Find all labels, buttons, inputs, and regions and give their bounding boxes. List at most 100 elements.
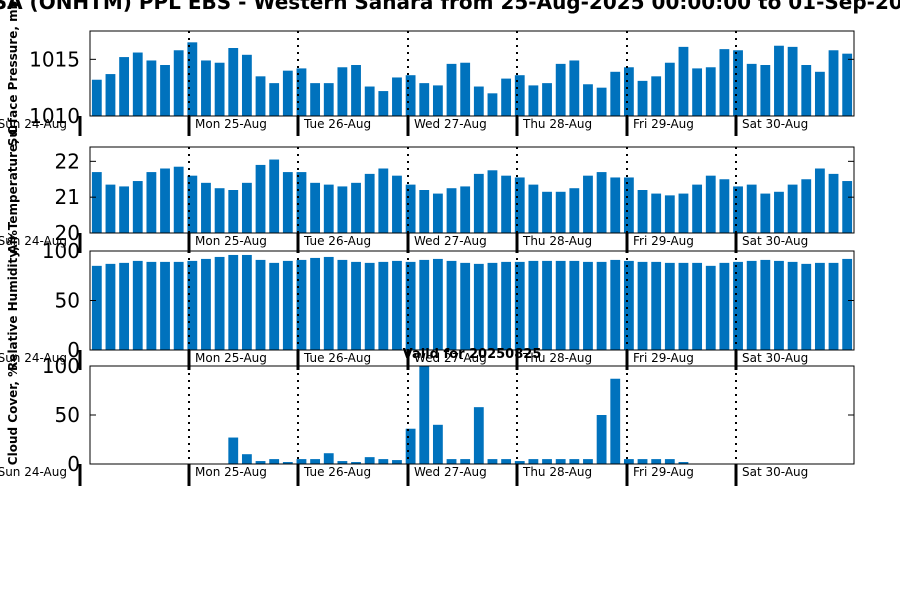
cloud-cover-bar bbox=[296, 459, 307, 464]
temperature-day-label: Sat 30-Aug bbox=[742, 234, 808, 248]
humidity-bar bbox=[351, 261, 361, 350]
cloud-cover-bar bbox=[269, 459, 280, 464]
pressure-day-label: Wed 27-Aug bbox=[414, 117, 487, 131]
humidity-bar bbox=[719, 262, 730, 350]
pressure-bar bbox=[310, 83, 321, 116]
temperature-bar bbox=[132, 181, 143, 233]
pressure-bar bbox=[378, 91, 389, 116]
pressure-day-label: Sun 24-Aug bbox=[0, 117, 67, 131]
cloud-cover-bar bbox=[405, 428, 416, 464]
temperature-bar bbox=[160, 168, 170, 233]
cloud-cover-ytick-label: 50 bbox=[55, 403, 80, 427]
temperature-bar bbox=[583, 175, 593, 233]
temperature-bar bbox=[501, 175, 512, 233]
pressure-bar bbox=[623, 67, 634, 116]
humidity-bar bbox=[132, 260, 143, 350]
temperature-bar bbox=[378, 168, 389, 233]
cloud-cover-bar bbox=[228, 437, 239, 464]
pressure-bar bbox=[201, 60, 211, 116]
temperature-bar bbox=[473, 173, 484, 233]
cloud-cover-day-label: Wed 27-Aug bbox=[414, 465, 487, 479]
temperature-bar bbox=[651, 193, 662, 233]
pressure-bar bbox=[596, 87, 607, 116]
cloud-cover-bar bbox=[473, 407, 484, 464]
temperature-bar bbox=[801, 179, 812, 233]
temperature-bar bbox=[528, 184, 539, 233]
temperature-bar bbox=[405, 184, 416, 233]
pressure-bar bbox=[501, 78, 512, 116]
temperature-bar bbox=[487, 170, 498, 233]
pressure-bar bbox=[337, 67, 348, 116]
humidity-day-label: Fri 29-Aug bbox=[633, 351, 694, 365]
temperature-bar bbox=[555, 191, 566, 233]
humidity-bar bbox=[214, 256, 225, 350]
cloud-cover-bar bbox=[514, 461, 525, 464]
temperature-bar bbox=[323, 184, 334, 233]
humidity-bar bbox=[569, 260, 580, 350]
humidity-bar bbox=[664, 262, 675, 350]
cloud-cover-bar bbox=[501, 459, 512, 464]
temperature-bar bbox=[119, 186, 130, 233]
humidity-bar bbox=[160, 261, 170, 350]
cloud-cover-bar bbox=[241, 454, 252, 464]
humidity-bar bbox=[610, 259, 621, 350]
humidity-bar bbox=[337, 259, 348, 350]
pressure-bar bbox=[746, 63, 757, 116]
temperature-ytick-label: 20 bbox=[55, 221, 80, 245]
pressure-bar bbox=[364, 86, 375, 116]
humidity-bar bbox=[187, 260, 198, 350]
cloud-cover-bar bbox=[432, 424, 443, 464]
humidity-bar bbox=[501, 261, 512, 350]
temperature-ytick-label: 22 bbox=[55, 149, 80, 173]
humidity-day-label: Thu 28-Aug bbox=[522, 351, 592, 365]
humidity-bar bbox=[692, 262, 703, 350]
pressure-bar bbox=[801, 65, 812, 116]
cloud-cover-bar bbox=[623, 459, 634, 464]
humidity-bar bbox=[269, 262, 280, 350]
temperature-bar bbox=[173, 166, 184, 233]
pressure-bar bbox=[678, 46, 689, 117]
pressure-axis-label: Surface Pressure, mb bbox=[6, 0, 20, 146]
humidity-bar bbox=[405, 261, 416, 350]
temperature-bar bbox=[364, 173, 375, 233]
temperature-bar bbox=[337, 186, 348, 233]
temperature-bar bbox=[296, 172, 307, 233]
humidity-bar bbox=[733, 261, 743, 350]
humidity-bar bbox=[596, 261, 607, 350]
cloud-cover-bar bbox=[528, 459, 539, 464]
humidity-bar bbox=[446, 260, 457, 350]
pressure-bar bbox=[760, 65, 771, 116]
humidity-day-label: Sun 24-Aug bbox=[0, 351, 67, 365]
cloud-cover-bar bbox=[419, 366, 430, 464]
humidity-day-label: Sat 30-Aug bbox=[742, 351, 808, 365]
temperature-bar bbox=[637, 190, 648, 233]
temperature-axis-label: Air Temperature, C bbox=[6, 126, 20, 254]
humidity-bar bbox=[432, 258, 443, 350]
pressure-bar bbox=[296, 68, 307, 116]
temperature-bar bbox=[187, 175, 198, 233]
pressure-bar bbox=[705, 67, 716, 116]
pressure-day-label: Fri 29-Aug bbox=[633, 117, 694, 131]
pressure-bar bbox=[555, 63, 566, 116]
pressure-bar bbox=[774, 45, 784, 117]
temperature-bar bbox=[201, 182, 211, 233]
pressure-bar bbox=[269, 83, 280, 116]
pressure-bar bbox=[105, 74, 116, 116]
temperature-bar bbox=[214, 188, 225, 233]
humidity-bar bbox=[842, 258, 853, 350]
temperature-bar bbox=[146, 172, 157, 233]
pressure-bar bbox=[119, 57, 130, 116]
temperature-bar bbox=[310, 182, 321, 233]
temperature-bar bbox=[419, 190, 430, 233]
cloud-cover-bar bbox=[255, 461, 266, 464]
temperature-bar bbox=[692, 184, 703, 233]
humidity-bar bbox=[787, 261, 798, 350]
temperature-bar bbox=[623, 177, 634, 233]
pressure-bar bbox=[146, 60, 157, 116]
temperature-bar bbox=[733, 186, 743, 233]
cloud-cover-day-label: Thu 28-Aug bbox=[522, 465, 592, 479]
pressure-bar bbox=[719, 49, 730, 116]
cloud-cover-day-label: Fri 29-Aug bbox=[633, 465, 694, 479]
temperature-bar bbox=[269, 159, 280, 233]
